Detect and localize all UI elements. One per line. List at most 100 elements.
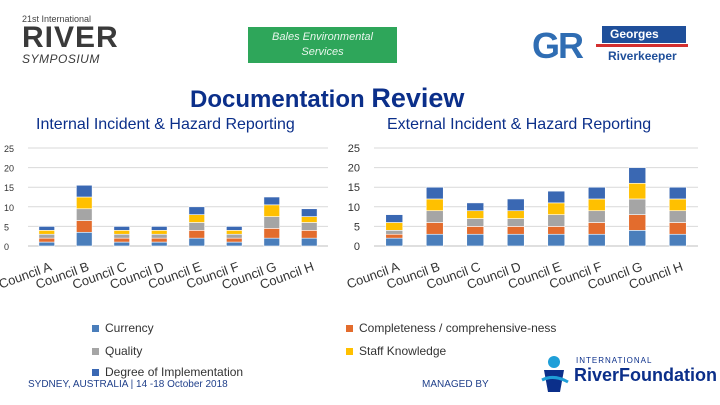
chart-1-bar-segment <box>547 202 566 215</box>
chart-1-ytick-label: 20 <box>348 163 360 175</box>
page-title: Documentation Review <box>190 83 464 114</box>
legend-completeness-swatch <box>346 324 353 332</box>
chart-0-bar-segment <box>38 226 55 231</box>
logo-river-big-text: RIVER <box>22 21 119 54</box>
bales-environmental-logo: Bales Environmental Services <box>248 27 397 63</box>
chart-0-bar-segment <box>151 237 168 243</box>
chart-1-bar-segment <box>547 214 566 227</box>
chart-0-bar-segment <box>301 208 318 217</box>
chart-0-bar-segment <box>301 230 318 239</box>
legend-staff-label: Staff Knowledge <box>359 344 447 358</box>
chart-0-bar-segment <box>76 231 93 247</box>
chart-0-bar-segment <box>188 206 205 215</box>
chart-0-bar-segment <box>263 204 280 217</box>
internal-chart-title: Internal Incident & Hazard Reporting <box>36 116 295 133</box>
chart-1-bar-segment <box>587 186 606 200</box>
chart-1-bar-segment <box>425 233 444 247</box>
chart-1-bar-segment <box>628 214 647 231</box>
gr-letters: GR <box>532 25 584 66</box>
chart-1-bar-segment <box>506 210 525 219</box>
chart-0-bar-segment <box>38 233 55 239</box>
chart-1-bar-segment <box>587 210 606 223</box>
managed-by-label: MANAGED BY <box>422 379 489 390</box>
page-title-main: Documentation <box>190 86 365 113</box>
chart-1-bar-segment <box>587 198 606 212</box>
legend-staff: Staff Knowledge <box>346 344 446 358</box>
chart-1-bar-segment <box>547 226 566 235</box>
logo-river-small-text: 21st International <box>22 14 92 24</box>
bales-line-2: Services <box>301 46 344 58</box>
legend-quality-swatch <box>92 347 99 355</box>
chart-1-bar-segment <box>385 222 404 231</box>
chart-1-bar-segment <box>385 214 404 223</box>
chart-0-ytick-label: 10 <box>4 203 14 213</box>
chart-0-bar-segment <box>263 228 280 239</box>
chart-1-bar-segment <box>547 190 566 204</box>
chart-1-bar-segment <box>425 186 444 200</box>
chart-1-bar-segment <box>668 210 687 223</box>
gr-divider <box>596 44 688 47</box>
chart-1-bar-segment <box>425 198 444 212</box>
chart-1-bar-segment <box>506 226 525 235</box>
legend-degree-swatch <box>92 368 99 376</box>
chart-1-bar-segment <box>385 233 404 239</box>
chart-0-ytick-label: 25 <box>4 144 14 154</box>
legend-quality-label: Quality <box>105 344 143 358</box>
chart-0-bar-segment <box>76 208 93 221</box>
chart-0-bar-segment <box>76 184 93 198</box>
chart-0-bar-segment <box>151 230 168 235</box>
chart-1-ytick-label: 15 <box>348 182 360 194</box>
logo-river-symposium-text: SYMPOSIUM <box>22 52 100 66</box>
chart-1-bar-segment <box>668 222 687 235</box>
chart-1-bar-segment <box>425 210 444 223</box>
chart-0-bar-segment <box>226 233 243 239</box>
chart-0-bar-segment <box>151 226 168 231</box>
legend-completeness: Completeness / comprehensive-ness <box>346 321 556 335</box>
chart-0-bar-segment <box>38 230 55 235</box>
chart-1-ytick-label: 5 <box>354 221 360 233</box>
chart-0-bar-segment <box>113 233 130 239</box>
chart-1-bar-segment <box>668 198 687 212</box>
chart-1-bar-segment <box>466 233 485 247</box>
legend-currency-swatch <box>92 324 99 332</box>
chart-1-bar-segment <box>506 233 525 247</box>
chart-0-bar-segment <box>188 230 205 239</box>
chart-1-bar-segment <box>628 230 647 247</box>
chart-0-ytick-label: 0 <box>4 242 9 252</box>
chart-1-bar-segment <box>587 233 606 247</box>
chart-1-bar-segment <box>628 198 647 215</box>
chart-0-bar-segment <box>113 237 130 243</box>
chart-0-bar-segment <box>188 214 205 223</box>
chart-0-bar-segment <box>226 230 243 235</box>
chart-1-ytick-label: 25 <box>348 143 360 155</box>
chart-0-bar-segment <box>226 226 243 231</box>
chart-1-bar-segment <box>385 230 404 235</box>
chart-1-ytick-label: 0 <box>354 241 360 253</box>
bales-line-1: Bales Environmental <box>272 31 373 43</box>
chart-0-bar-segment <box>301 216 318 223</box>
gr-bottom-label: Riverkeeper <box>602 48 686 65</box>
chart-0-bar-segment <box>188 237 205 247</box>
chart-0-bar-segment <box>226 241 243 247</box>
legend-degree-label: Degree of Implementation <box>105 365 244 379</box>
chart-0-ytick-label: 20 <box>4 164 14 174</box>
chart-1-bar-segment <box>466 202 485 212</box>
chart-1-bar-segment <box>425 222 444 235</box>
chart-1-bar-segment <box>668 233 687 247</box>
chart-1-bar-segment <box>466 210 485 219</box>
chart-1-bar-segment <box>587 222 606 235</box>
chart-0-bar-segment <box>151 241 168 247</box>
irf-emblem-icon <box>541 356 569 392</box>
page-title-review: Review <box>371 83 465 113</box>
chart-1-bar-segment <box>466 226 485 235</box>
chart-1-bar-segment <box>668 186 687 200</box>
legend-staff-swatch <box>346 347 353 355</box>
chart-0-bar-segment <box>113 226 130 231</box>
legend-currency-label: Currency <box>105 321 154 335</box>
chart-0-ytick-label: 15 <box>4 183 14 193</box>
footer-location: SYDNEY, AUSTRALIA | 14 -18 October 2018 <box>28 379 228 390</box>
chart-0-ytick-label: 5 <box>4 222 9 232</box>
external-chart-title: External Incident & Hazard Reporting <box>387 116 652 133</box>
chart-0-bar-segment <box>38 237 55 243</box>
chart-0-bar-segment <box>113 230 130 235</box>
